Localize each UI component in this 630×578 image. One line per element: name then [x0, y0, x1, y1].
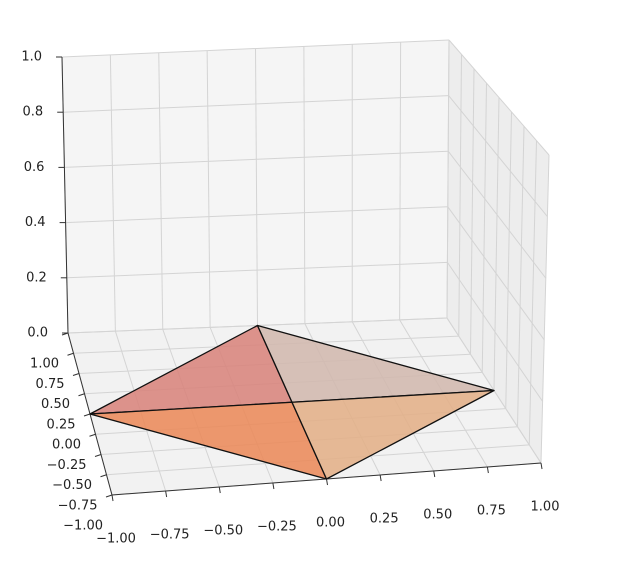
- grid-line: [505, 111, 512, 409]
- tick-mark: [272, 482, 275, 490]
- grid-line: [540, 154, 550, 464]
- tick-mark: [111, 494, 114, 502]
- grid-line: [65, 206, 448, 224]
- tick-mark: [89, 433, 96, 437]
- y-tick-label: −0.50: [52, 478, 92, 493]
- tick-mark: [78, 393, 85, 397]
- tick-mark: [83, 413, 91, 417]
- z-tick-label: 0.4: [25, 215, 46, 230]
- tick-mark: [94, 454, 102, 457]
- tick-mark: [540, 462, 543, 470]
- face: [291, 389, 495, 480]
- grid-line: [493, 97, 500, 391]
- grid-line: [158, 52, 164, 330]
- grid-line: [528, 140, 537, 445]
- tick-mark: [165, 490, 168, 498]
- x-tick-label: 1.00: [531, 500, 560, 515]
- grid-line: [517, 126, 525, 427]
- grid-line: [399, 42, 402, 320]
- y-tick-label: −0.25: [47, 458, 87, 473]
- grid-line: [448, 95, 548, 217]
- grid-line: [447, 150, 547, 279]
- y-tick-label: 1.00: [30, 357, 59, 372]
- x-tick-label: 0.00: [316, 516, 345, 531]
- tick-mark: [100, 474, 107, 478]
- y-tick-label: −0.75: [58, 498, 98, 513]
- z-tick-label: 0.6: [24, 160, 45, 175]
- grid-line: [66, 261, 448, 279]
- z-tick-label: 1.0: [21, 50, 42, 65]
- tick-mark: [326, 478, 328, 486]
- y-tick-label: 0.25: [47, 417, 76, 432]
- y-tick-label: 0.00: [52, 438, 81, 453]
- grid-line: [470, 68, 475, 355]
- x-tick-label: −0.50: [203, 524, 243, 539]
- tick-mark: [433, 470, 436, 478]
- z-tick-label: 0.0: [27, 326, 48, 341]
- y-tick-label: −1.00: [63, 519, 103, 534]
- tick-mark: [72, 373, 80, 376]
- grid-line: [446, 39, 450, 319]
- grid-line: [61, 39, 450, 58]
- x-tick-label: 0.50: [423, 508, 452, 523]
- tick-mark: [379, 474, 382, 482]
- x-tick-label: −1.00: [96, 532, 136, 547]
- grid-line: [109, 54, 116, 332]
- grid-line: [255, 48, 258, 326]
- y-tick-label: 0.75: [36, 377, 65, 392]
- axis-line: [61, 56, 69, 334]
- tick-mark: [218, 486, 221, 494]
- grid-line: [63, 95, 449, 113]
- x-tick-label: −0.25: [257, 520, 297, 535]
- x-tick-label: 0.25: [370, 512, 399, 527]
- z-tick-label: 0.2: [26, 270, 47, 285]
- z-tick-label: 0.8: [23, 105, 44, 120]
- grid-line: [64, 150, 449, 168]
- grid-line: [303, 46, 306, 324]
- y-tick-label: 0.50: [41, 397, 70, 412]
- tick-mark: [486, 466, 489, 474]
- tick-mark: [105, 494, 113, 498]
- x-tick-label: 0.75: [477, 504, 506, 519]
- x-tick-label: −0.75: [150, 528, 190, 543]
- grid-line: [448, 39, 550, 156]
- tick-mark: [67, 352, 74, 356]
- grid-line: [447, 206, 545, 341]
- grid-line: [481, 83, 487, 373]
- grid-line: [206, 50, 211, 328]
- grid-line: [446, 262, 544, 402]
- grid-line: [458, 54, 462, 337]
